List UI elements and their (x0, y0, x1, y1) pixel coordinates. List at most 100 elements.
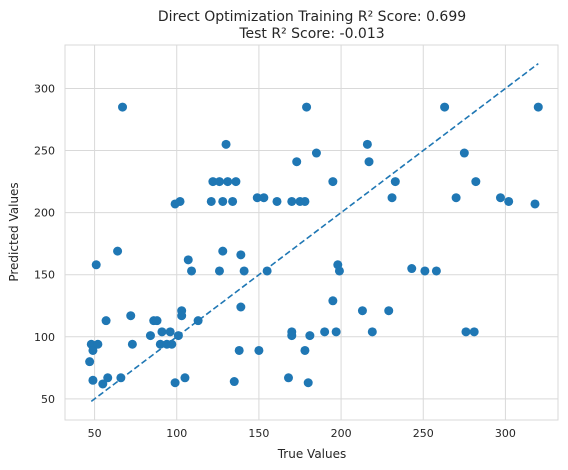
data-point (118, 103, 127, 112)
data-point (432, 266, 441, 275)
y-tick-label: 300 (34, 82, 55, 95)
data-point (335, 266, 344, 275)
data-point (93, 340, 102, 349)
data-point (88, 376, 97, 385)
x-tick-label: 300 (495, 427, 516, 440)
y-tick-label: 100 (34, 331, 55, 344)
x-tick-label: 250 (413, 427, 434, 440)
x-tick-labels: 50 100 150 200 250 300 (88, 427, 516, 440)
data-point (187, 266, 196, 275)
data-points (85, 103, 543, 389)
chart-title: Direct Optimization Training R² Score: 0… (158, 9, 466, 25)
data-point (328, 296, 337, 305)
data-point (180, 373, 189, 382)
data-point (176, 197, 185, 206)
data-point (304, 378, 313, 387)
data-point (113, 247, 122, 256)
reference-line (91, 64, 538, 402)
data-point (215, 177, 224, 186)
data-point (391, 177, 400, 186)
data-point (440, 103, 449, 112)
data-point (157, 327, 166, 336)
data-point (300, 197, 309, 206)
data-point (167, 340, 176, 349)
y-tick-label: 200 (34, 207, 55, 220)
data-point (215, 266, 224, 275)
data-point (222, 140, 231, 149)
data-point (166, 327, 175, 336)
grid-lines (65, 45, 558, 420)
x-tick-label: 200 (331, 427, 352, 440)
data-point (103, 373, 112, 382)
data-point (312, 149, 321, 158)
data-point (240, 266, 249, 275)
y-tick-labels: 50 100 150 200 250 300 (34, 82, 55, 405)
data-point (452, 193, 461, 202)
x-axis-label: True Values (277, 447, 347, 461)
data-point (470, 327, 479, 336)
data-point (388, 193, 397, 202)
data-point (236, 250, 245, 259)
data-point (231, 177, 240, 186)
data-point (530, 199, 539, 208)
data-point (116, 373, 125, 382)
data-point (300, 346, 309, 355)
data-point (407, 264, 416, 273)
data-point (263, 266, 272, 275)
y-axis-label: Predicted Values (7, 182, 21, 281)
data-point (236, 303, 245, 312)
x-tick-label: 50 (88, 427, 102, 440)
data-point (218, 247, 227, 256)
data-point (228, 197, 237, 206)
data-point (287, 197, 296, 206)
data-point (174, 331, 183, 340)
data-point (230, 377, 239, 386)
data-point (218, 197, 227, 206)
data-point (177, 311, 186, 320)
data-point (420, 266, 429, 275)
data-point (235, 346, 244, 355)
data-point (358, 306, 367, 315)
data-point (223, 177, 232, 186)
data-point (461, 327, 470, 336)
data-point (126, 311, 135, 320)
data-point (471, 177, 480, 186)
x-tick-label: 100 (166, 427, 187, 440)
data-point (128, 340, 137, 349)
data-point (85, 357, 94, 366)
data-point (171, 378, 180, 387)
data-point (292, 157, 301, 166)
data-point (254, 346, 263, 355)
data-point (302, 103, 311, 112)
data-point (284, 373, 293, 382)
y-tick-label: 50 (41, 393, 55, 406)
data-point (259, 193, 268, 202)
y-tick-label: 250 (34, 145, 55, 158)
chart-subtitle: Test R² Score: -0.013 (238, 26, 384, 42)
data-point (363, 140, 372, 149)
data-point (365, 157, 374, 166)
data-point (320, 327, 329, 336)
plot-frame (65, 45, 558, 420)
data-point (332, 327, 341, 336)
y-tick-label: 150 (34, 269, 55, 282)
data-point (153, 316, 162, 325)
data-point (384, 306, 393, 315)
data-point (328, 177, 337, 186)
data-point (504, 197, 513, 206)
data-point (92, 260, 101, 269)
x-tick-label: 150 (248, 427, 269, 440)
data-point (305, 331, 314, 340)
data-point (287, 331, 296, 340)
data-point (534, 103, 543, 112)
data-point (207, 197, 216, 206)
data-point (460, 149, 469, 158)
data-point (184, 255, 193, 264)
data-point (194, 316, 203, 325)
data-point (496, 193, 505, 202)
data-point (102, 316, 111, 325)
data-point (368, 327, 377, 336)
data-point (146, 331, 155, 340)
data-point (272, 197, 281, 206)
